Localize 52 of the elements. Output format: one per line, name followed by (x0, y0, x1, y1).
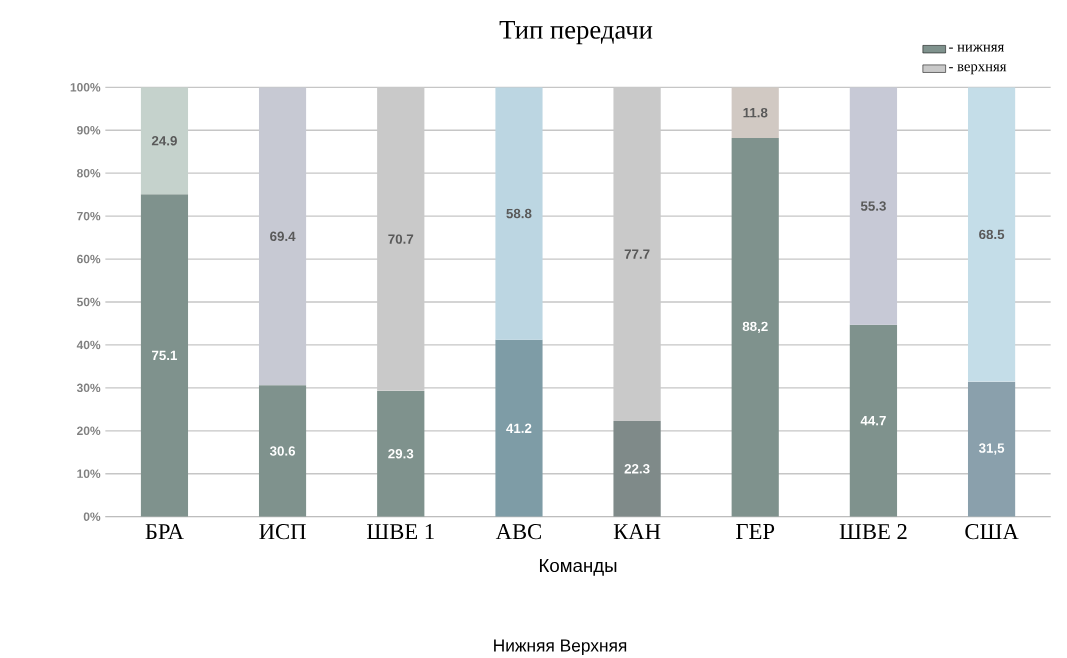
bar (377, 390, 425, 517)
legend-label: - нижняя (949, 44, 1005, 52)
bar (849, 87, 898, 325)
y-tick-label: 20% (77, 426, 101, 436)
x-tick-label: БРА (145, 524, 184, 540)
x-tick-label: ИСП (259, 524, 306, 540)
data-label: 11.8 (743, 107, 768, 118)
y-tick-label: 30% (76, 383, 101, 393)
y-tick-label: 100% (70, 83, 101, 92)
text: Нижняя Верхняя (494, 639, 627, 656)
x-tick-label: США (965, 524, 1019, 540)
data-label: 58.8 (506, 208, 532, 219)
data-label: 22.3 (624, 464, 650, 474)
y-tick-label: 90% (77, 126, 101, 135)
x-tick-label: ШВЕ 2 (839, 524, 907, 540)
y-tick-label: 50% (76, 297, 101, 307)
data-label: 41.2 (506, 423, 532, 433)
data-label: 24.9 (151, 136, 177, 146)
y-tick-label: 0% (83, 512, 101, 521)
y-tick-label: 60% (77, 254, 101, 264)
y-tick-label: 80% (76, 168, 101, 178)
y-tick-label: 10% (77, 469, 101, 478)
bar (849, 324, 898, 517)
bar (258, 87, 307, 386)
chart-title: Тип передачи (499, 21, 653, 45)
bar (140, 194, 189, 517)
data-label: 29.3 (388, 449, 414, 459)
data-label: 88,2 (742, 321, 768, 334)
bar (613, 420, 661, 517)
x-tick-label: ШВЕ 1 (366, 524, 434, 540)
bar (731, 137, 779, 517)
data-label: 69.4 (270, 231, 296, 242)
y-tick-label: 40% (76, 340, 101, 350)
y-tick-label: 70% (77, 211, 101, 221)
data-label: 55.3 (860, 201, 886, 211)
data-label: 68.5 (979, 229, 1005, 240)
legend-label: - верхняя (949, 64, 1007, 75)
data-label: 44.7 (860, 416, 886, 426)
x-tick-label: АВС (495, 524, 541, 540)
bar (495, 339, 543, 517)
data-label: 31,5 (978, 443, 1005, 455)
bar (258, 385, 307, 517)
data-label: 30.6 (269, 446, 296, 456)
data-label: 70.7 (388, 234, 414, 244)
x-tick-label: ГЕР (736, 524, 775, 539)
x-axis-title: Команды (539, 559, 617, 576)
bar (495, 87, 543, 340)
data-label: 77.7 (624, 249, 650, 259)
x-tick-label: КАН (613, 524, 661, 540)
data-label: 75.1 (152, 350, 178, 361)
bar (967, 87, 1016, 382)
bar (967, 381, 1016, 517)
